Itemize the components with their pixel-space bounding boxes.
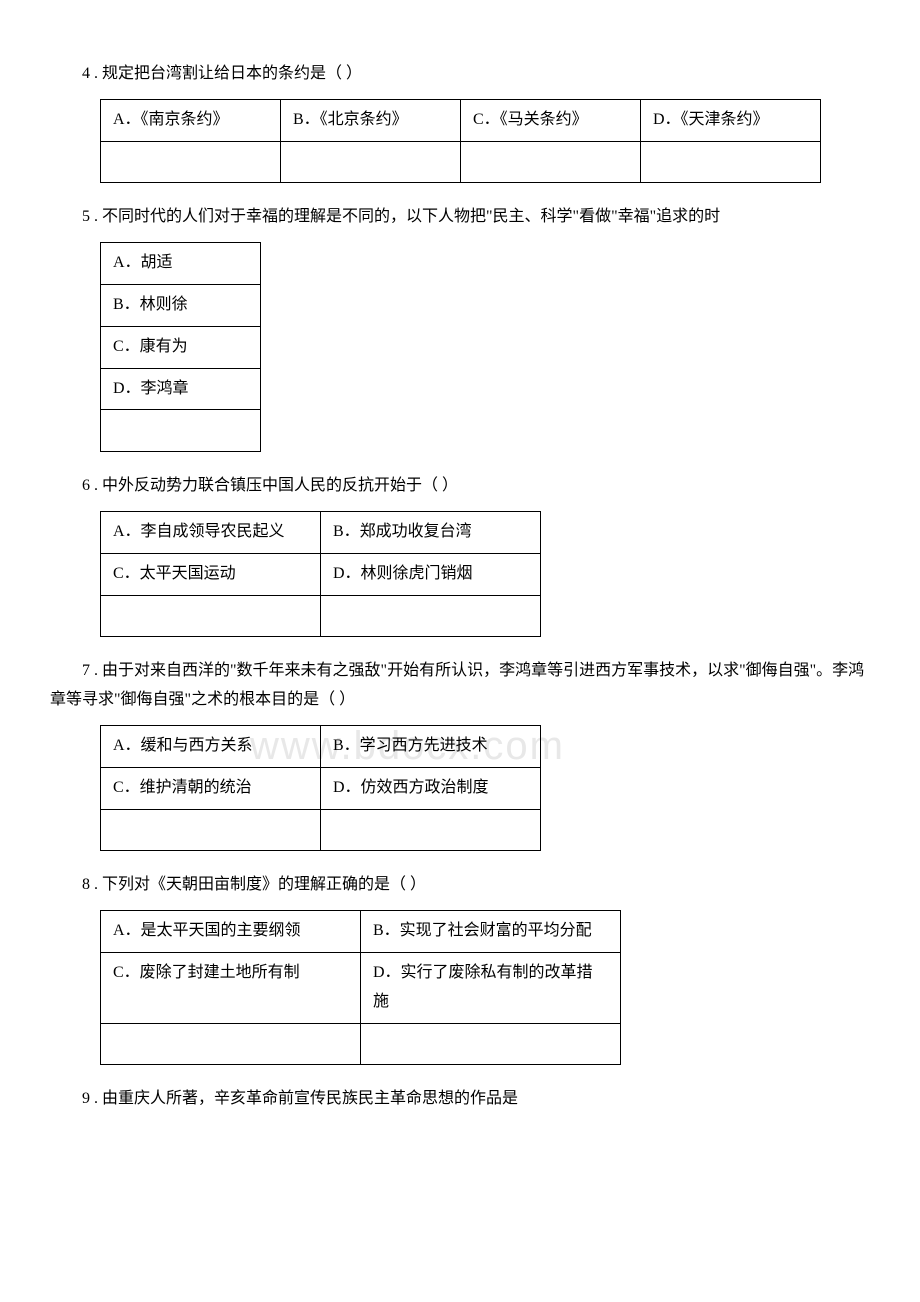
option-cell: C．太平天国运动 bbox=[101, 553, 321, 595]
table-row: C．维护清朝的统治D．仿效西方政治制度 bbox=[101, 767, 541, 809]
table-row bbox=[101, 809, 541, 851]
options-table: A．《南京条约》B．《北京条约》C．《马关条约》D．《天津条约》 bbox=[100, 99, 821, 184]
option-cell bbox=[101, 141, 281, 183]
option-cell bbox=[101, 595, 321, 637]
question-7: 7 . 由于对来自西洋的"数千年来未有之强敌"开始有所认识，李鸿章等引进西方军事… bbox=[50, 657, 870, 851]
option-cell: B．《北京条约》 bbox=[281, 99, 461, 141]
option-cell: D．实行了废除私有制的改革措施 bbox=[361, 952, 621, 1023]
option-cell: A．是太平天国的主要纲领 bbox=[101, 911, 361, 953]
table-row: C．废除了封建土地所有制D．实行了废除私有制的改革措施 bbox=[101, 952, 621, 1023]
option-cell: C．维护清朝的统治 bbox=[101, 767, 321, 809]
table-row: D．李鸿章 bbox=[101, 368, 261, 410]
options-table: A．缓和与西方关系B．学习西方先进技术C．维护清朝的统治D．仿效西方政治制度 bbox=[100, 725, 541, 851]
table-row bbox=[101, 595, 541, 637]
option-cell bbox=[641, 141, 821, 183]
question-text: 5 . 不同时代的人们对于幸福的理解是不同的，以下人物把"民主、科学"看做"幸福… bbox=[50, 203, 870, 232]
table-row: A．缓和与西方关系B．学习西方先进技术 bbox=[101, 725, 541, 767]
option-cell bbox=[281, 141, 461, 183]
option-cell: A．李自成领导农民起义 bbox=[101, 511, 321, 553]
option-cell: D．《天津条约》 bbox=[641, 99, 821, 141]
option-cell: A．缓和与西方关系 bbox=[101, 725, 321, 767]
table-row: B．林则徐 bbox=[101, 284, 261, 326]
table-row: A．胡适 bbox=[101, 243, 261, 285]
question-text: 9 . 由重庆人所著，辛亥革命前宣传民族民主革命思想的作品是 bbox=[50, 1085, 870, 1114]
table-row: C．康有为 bbox=[101, 326, 261, 368]
option-cell: D．仿效西方政治制度 bbox=[321, 767, 541, 809]
table-row bbox=[101, 1023, 621, 1065]
option-cell: C．康有为 bbox=[101, 326, 261, 368]
question-text: 6 . 中外反动势力联合镇压中国人民的反抗开始于（ ） bbox=[50, 472, 870, 501]
option-cell: B．林则徐 bbox=[101, 284, 261, 326]
question-6: 6 . 中外反动势力联合镇压中国人民的反抗开始于（ ） A．李自成领导农民起义B．… bbox=[50, 472, 870, 637]
table-row bbox=[101, 141, 821, 183]
option-cell: B．郑成功收复台湾 bbox=[321, 511, 541, 553]
option-cell: D．李鸿章 bbox=[101, 368, 261, 410]
option-cell bbox=[321, 809, 541, 851]
table-row: A．是太平天国的主要纲领B．实现了社会财富的平均分配 bbox=[101, 911, 621, 953]
option-cell bbox=[101, 1023, 361, 1065]
option-cell bbox=[101, 809, 321, 851]
option-cell: A．胡适 bbox=[101, 243, 261, 285]
option-cell bbox=[101, 410, 261, 452]
option-cell bbox=[321, 595, 541, 637]
option-cell: C．《马关条约》 bbox=[461, 99, 641, 141]
question-4: 4 . 规定把台湾割让给日本的条约是（ ） A．《南京条约》B．《北京条约》C．《… bbox=[50, 60, 870, 183]
question-9: 9 . 由重庆人所著，辛亥革命前宣传民族民主革命思想的作品是 bbox=[50, 1085, 870, 1114]
option-cell bbox=[361, 1023, 621, 1065]
options-table: A．李自成领导农民起义B．郑成功收复台湾C．太平天国运动D．林则徐虎门销烟 bbox=[100, 511, 541, 637]
question-8: 8 . 下列对《天朝田亩制度》的理解正确的是（ ） A．是太平天国的主要纲领B．实… bbox=[50, 871, 870, 1065]
option-cell: D．林则徐虎门销烟 bbox=[321, 553, 541, 595]
question-text: 4 . 规定把台湾割让给日本的条约是（ ） bbox=[50, 60, 870, 89]
table-row bbox=[101, 410, 261, 452]
table-row: C．太平天国运动D．林则徐虎门销烟 bbox=[101, 553, 541, 595]
question-5: 5 . 不同时代的人们对于幸福的理解是不同的，以下人物把"民主、科学"看做"幸福… bbox=[50, 203, 870, 452]
table-row: A．《南京条约》B．《北京条约》C．《马关条约》D．《天津条约》 bbox=[101, 99, 821, 141]
option-cell bbox=[461, 141, 641, 183]
table-row: A．李自成领导农民起义B．郑成功收复台湾 bbox=[101, 511, 541, 553]
question-text: 8 . 下列对《天朝田亩制度》的理解正确的是（ ） bbox=[50, 871, 870, 900]
option-cell: B．学习西方先进技术 bbox=[321, 725, 541, 767]
question-text: 7 . 由于对来自西洋的"数千年来未有之强敌"开始有所认识，李鸿章等引进西方军事… bbox=[50, 657, 870, 715]
options-table: A．是太平天国的主要纲领B．实现了社会财富的平均分配C．废除了封建土地所有制D．… bbox=[100, 910, 621, 1065]
options-table: A．胡适B．林则徐C．康有为D．李鸿章 bbox=[100, 242, 261, 452]
option-cell: A．《南京条约》 bbox=[101, 99, 281, 141]
option-cell: C．废除了封建土地所有制 bbox=[101, 952, 361, 1023]
option-cell: B．实现了社会财富的平均分配 bbox=[361, 911, 621, 953]
